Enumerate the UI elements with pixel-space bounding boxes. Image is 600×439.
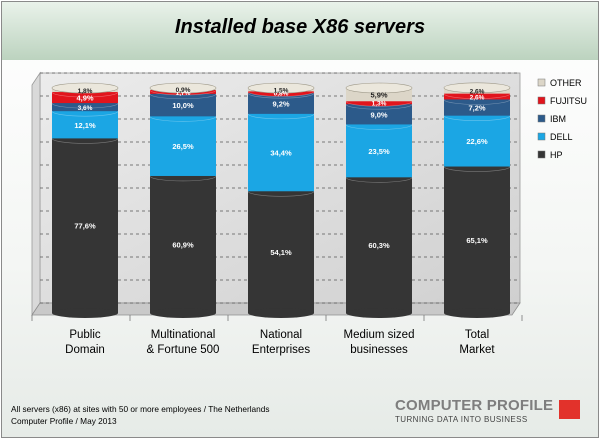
data-label: 1,7% bbox=[176, 90, 191, 97]
bar-segment-ibm bbox=[346, 104, 412, 125]
x-tick-label: Medium sized businesses bbox=[329, 328, 429, 358]
x-tick-label-line: Multinational bbox=[150, 329, 216, 341]
data-label: 0,9% bbox=[176, 87, 191, 94]
bar-top-cap bbox=[149, 82, 217, 94]
legend-label-dell: DELL bbox=[550, 132, 573, 142]
bar-segment-hp bbox=[52, 138, 118, 313]
footnote-line-2: Computer Profile / May 2013 bbox=[11, 416, 117, 426]
legend-swatch-hp bbox=[537, 150, 546, 159]
x-tick-label-line: Enterprises bbox=[251, 344, 311, 356]
bar-base bbox=[52, 308, 118, 318]
data-label: 23,5% bbox=[368, 147, 390, 156]
data-label: 1,5% bbox=[274, 88, 289, 95]
data-label: 4,9% bbox=[76, 94, 93, 103]
data-label: 5,9% bbox=[370, 91, 387, 100]
x-tick-label-line: Medium sized bbox=[343, 329, 415, 341]
footnote-line-1: All servers (x86) at sites with 50 or mo… bbox=[11, 404, 270, 414]
bar-segment-dell bbox=[150, 116, 216, 176]
brand-tagline: TURNING DATA INTO BUSINESS bbox=[395, 415, 528, 424]
legend-label-hp: HP bbox=[550, 150, 563, 160]
footnote: All servers (x86) at sites with 50 or mo… bbox=[11, 403, 270, 427]
bar-segment-hp bbox=[346, 177, 412, 313]
x-tick-label: Total Market bbox=[427, 328, 527, 358]
brand-logo: COMPUTER PROFILE TURNING DATA INTO BUSIN… bbox=[395, 397, 585, 427]
x-tick-label-line: Public bbox=[69, 329, 101, 341]
bar-top-cap bbox=[345, 82, 413, 94]
bar-top-cap bbox=[247, 82, 315, 94]
data-label: 12,1% bbox=[74, 121, 96, 130]
legend-swatch-ibm bbox=[537, 114, 546, 123]
bar-segment-dell bbox=[444, 115, 510, 167]
x-tick-label-line: Total bbox=[464, 329, 490, 341]
data-label: 34,4% bbox=[270, 149, 292, 158]
data-label: 9,0% bbox=[370, 110, 387, 119]
bar-base bbox=[150, 308, 216, 318]
data-label: 10,0% bbox=[172, 101, 194, 110]
data-label: 60,3% bbox=[368, 241, 390, 250]
title-band bbox=[2, 2, 598, 60]
x-tick-label-line: & Fortune 500 bbox=[146, 344, 220, 356]
bar-segment-hp bbox=[444, 166, 510, 313]
x-tick-label-line: National bbox=[259, 329, 303, 341]
legend-label-other: OTHER bbox=[550, 78, 582, 88]
x-tick-label: Multinational & Fortune 500 bbox=[133, 328, 233, 358]
legend-swatch-fujitsu bbox=[537, 96, 546, 105]
x-tick-label-line: Domain bbox=[65, 344, 105, 356]
bar-segment-ibm bbox=[150, 93, 216, 117]
legend-label-fujitsu: FUJITSU bbox=[550, 96, 587, 106]
brand-name: COMPUTER PROFILE bbox=[395, 397, 554, 414]
plot-side-wall bbox=[31, 71, 41, 317]
bar-segment-hp bbox=[248, 191, 314, 313]
bar-segment-fujitsu bbox=[52, 92, 118, 104]
legend-swatch-dell bbox=[537, 132, 546, 141]
x-tick-label-line: Market bbox=[459, 344, 495, 356]
data-label: 26,5% bbox=[172, 142, 194, 151]
x-tick-label-line: businesses bbox=[350, 344, 408, 356]
data-label: 60,9% bbox=[172, 240, 194, 249]
data-label: 3,6% bbox=[78, 105, 93, 112]
data-label: 0,8% bbox=[274, 90, 289, 97]
data-label: 54,1% bbox=[270, 248, 292, 257]
data-label: 77,6% bbox=[74, 222, 96, 231]
data-label: 9,2% bbox=[272, 100, 289, 109]
bar-segment-dell bbox=[346, 124, 412, 178]
data-label: 22,6% bbox=[466, 137, 488, 146]
data-label: 1,8% bbox=[78, 88, 93, 95]
legend-swatch-other bbox=[537, 78, 546, 87]
data-label: 7,2% bbox=[468, 104, 485, 113]
bar-top-cap bbox=[51, 82, 119, 94]
bar-segment-dell bbox=[248, 113, 314, 192]
legend-label-ibm: IBM bbox=[550, 114, 566, 124]
bar-base bbox=[346, 308, 412, 318]
bar-top-cap bbox=[443, 82, 511, 94]
data-label: 65,1% bbox=[466, 236, 488, 245]
chart-title: Installed base X86 servers bbox=[174, 16, 426, 38]
bar-base bbox=[444, 308, 510, 318]
bar-segment-ibm bbox=[248, 93, 314, 114]
x-tick-label: Public Domain bbox=[35, 328, 135, 358]
data-label: 2,6% bbox=[470, 89, 485, 96]
data-label: 1,3% bbox=[372, 101, 387, 108]
brand-mark-icon bbox=[559, 400, 580, 419]
x-tick-label: National Enterprises bbox=[231, 328, 331, 358]
bar-segment-hp bbox=[150, 175, 216, 313]
bar-base bbox=[248, 308, 314, 318]
data-label: 2,6% bbox=[470, 95, 485, 102]
